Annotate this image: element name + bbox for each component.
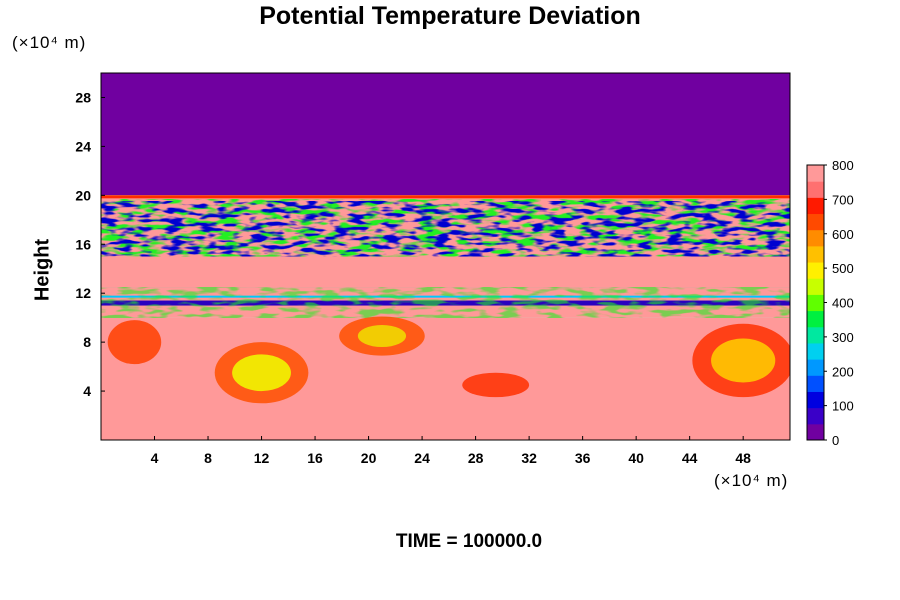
y-tick-label: 28 [75,89,91,105]
colorbar-tick-label: 0 [832,433,839,448]
colorbar-swatch [807,342,824,360]
colorbar-tick-label: 800 [832,158,854,173]
plume [462,372,530,398]
colorbar-tick-label: 300 [832,330,854,345]
x-tick-label: 4 [151,450,159,466]
plot-frame [100,72,791,441]
x-tick-label: 16 [307,450,323,466]
x-tick-label: 8 [204,450,212,466]
colorbar-tick-label: 400 [832,296,854,311]
y-axis-unit: (×10⁴ m) [12,33,87,52]
colorbar-tick-label: 600 [832,227,854,242]
heatmap-region [101,317,790,440]
colorbar-swatch [807,359,824,376]
middle-layer [101,256,790,288]
colorbar-swatch [807,245,824,263]
x-tick-label: 20 [361,450,377,466]
x-tick-label: 36 [575,450,591,466]
colorbar-swatch [807,262,824,279]
colorbar-swatch [807,278,824,295]
y-tick-label: 20 [75,187,91,203]
x-tick-label: 24 [414,450,430,466]
colorbar-tick-label: 200 [832,364,854,379]
plume [711,338,776,383]
x-tick-label: 40 [628,450,644,466]
y-tick-label: 4 [83,383,91,399]
colorbar-swatch [807,375,824,392]
x-tick-label: 48 [735,450,751,466]
colorbar-swatch [807,213,824,231]
y-tick-label: 12 [75,285,91,301]
thin-band-texture [101,287,790,318]
colorbar-tick-label: 100 [832,399,854,414]
x-axis: 4 8 12 16 20 24 28 32 36 40 44 48 [151,436,751,466]
plume [107,320,162,365]
chart-title: Potential Temperature Deviation [259,2,641,30]
colorbar-swatch [807,423,824,441]
colorbar-tick-label: 700 [832,192,854,207]
colorbar-swatch [807,326,824,344]
y-tick-label: 16 [75,236,91,252]
x-tick-label: 44 [682,450,698,466]
y-axis: 4 8 12 16 20 24 28 [75,89,105,399]
colorbar-swatch [807,197,824,215]
y-tick-label: 24 [75,138,91,154]
plume [357,325,407,348]
heatmap-region [101,73,790,196]
x-tick-label: 12 [254,450,270,466]
x-axis-unit: (×10⁴ m) [714,471,789,490]
colorbar-swatch [807,229,824,247]
colorbar-swatch [807,310,824,328]
colorbar-swatch [807,165,824,182]
colorbar: 0 100 200 300 400 500 600 700 800 [806,158,854,448]
x-tick-label: 28 [468,450,484,466]
y-tick-label: 8 [83,334,91,350]
band-edge [101,195,790,199]
plume [232,354,291,392]
colorbar-swatch [807,407,824,425]
colorbar-swatch [807,294,824,312]
colorbar-swatch [807,181,824,198]
x-tick-label: 32 [521,450,537,466]
colorbar-swatch [807,391,824,409]
turbulent-blue [101,201,790,257]
colorbar-tick-label: 500 [832,261,854,276]
time-label: TIME = 100000.0 [395,531,543,552]
